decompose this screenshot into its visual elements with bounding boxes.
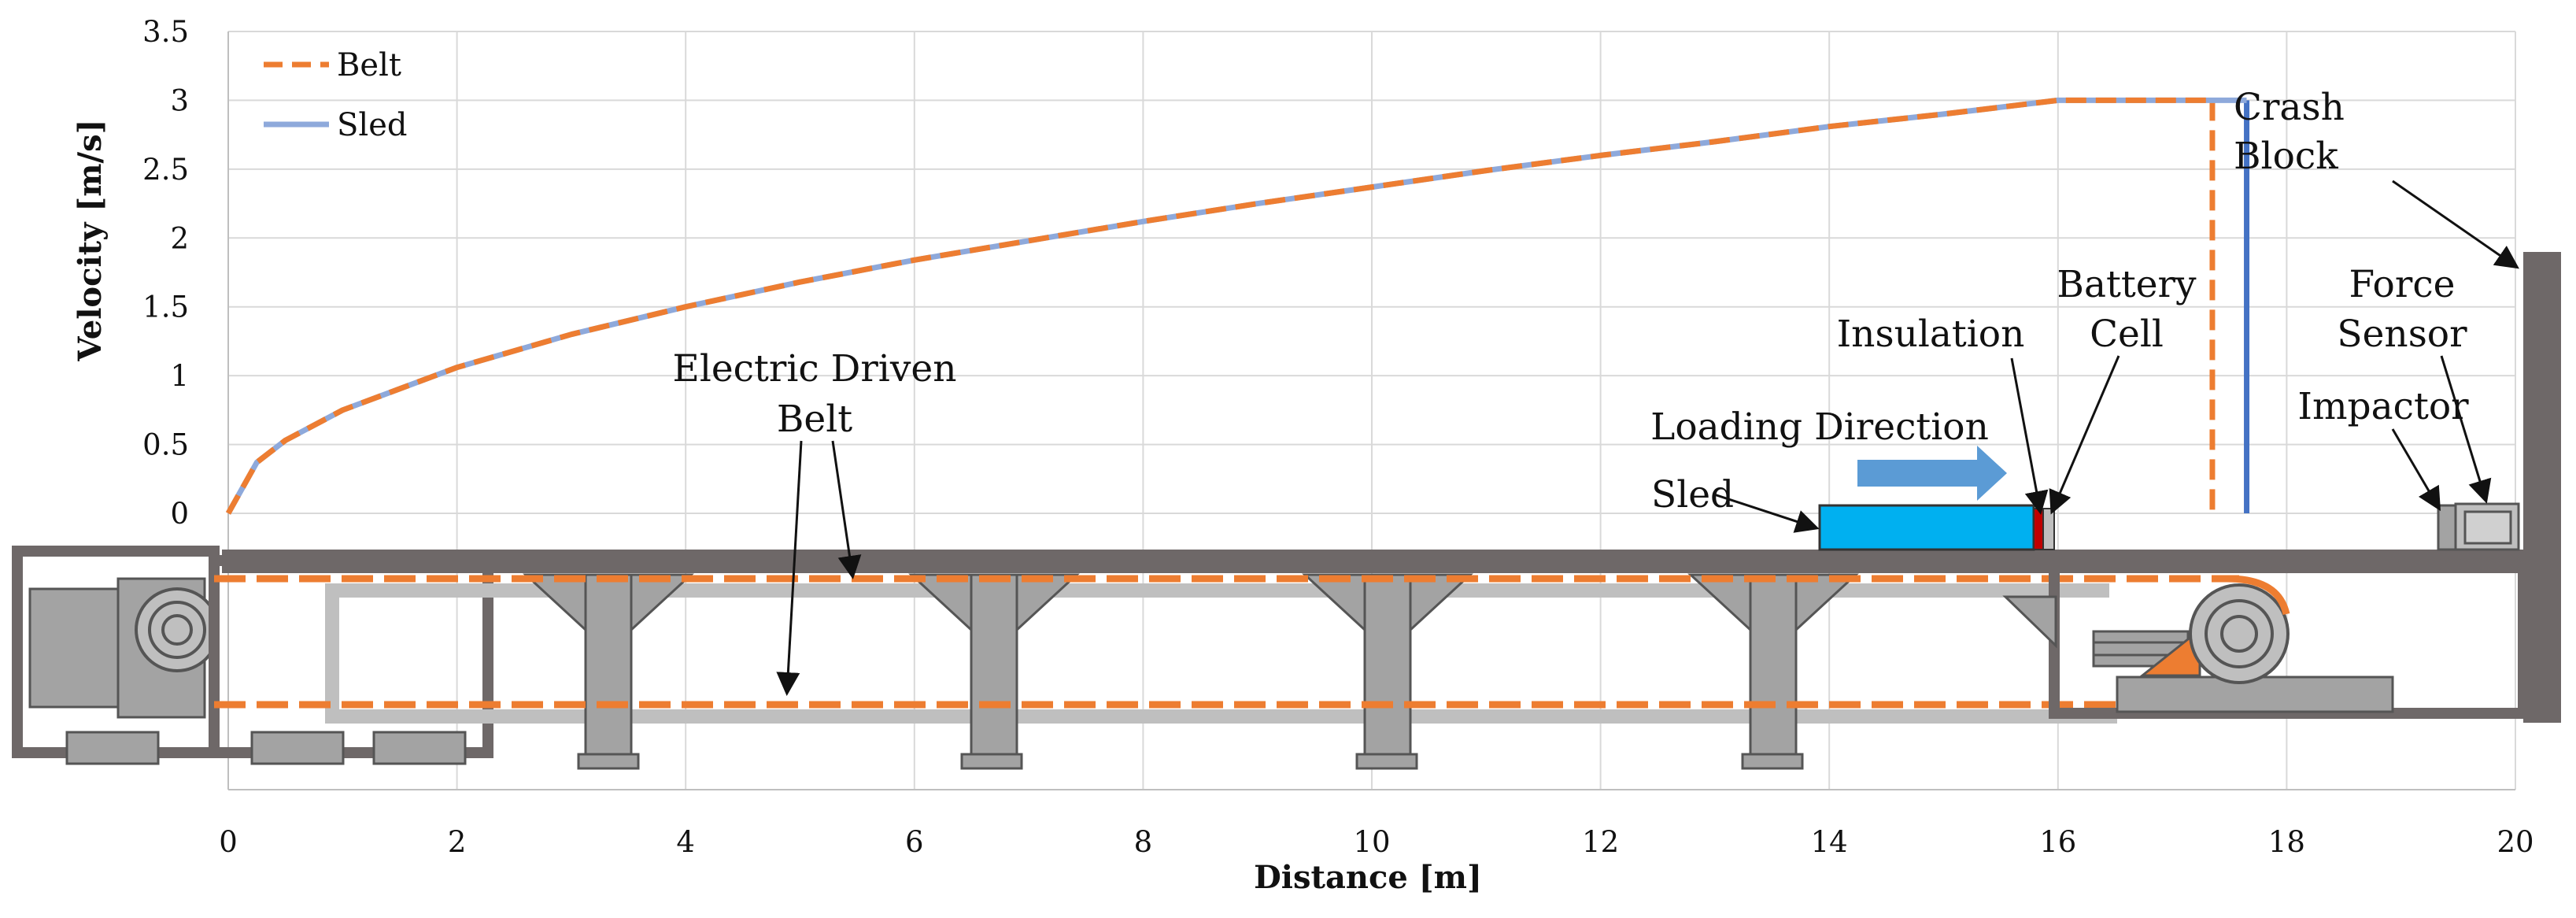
x-tick-label: 20 [2497, 825, 2533, 859]
left-foot-1 [65, 731, 160, 765]
x-tick-labels: 0 2 4 6 8 10 12 14 16 18 20 [219, 825, 2533, 859]
right-motor-base [2116, 676, 2394, 713]
support-leg [1302, 573, 1473, 770]
leader-force-sensor [2440, 355, 2492, 504]
y-tick-label: 2.5 [142, 153, 189, 187]
y-tick-labels: 3.5 3 2.5 2 1.5 1 0.5 0 [142, 15, 189, 531]
x-tick-label: 10 [1353, 825, 1390, 859]
electric-belt-label-line2: Belt [777, 398, 852, 441]
y-tick-label: 1 [170, 359, 189, 393]
legend-label-sled: Sled [337, 107, 407, 143]
right-motor-pulley-hub [2220, 615, 2258, 653]
loading-direction-arrow [1857, 446, 2007, 501]
leader-sled [1713, 493, 1820, 533]
electric-belt-label-line1: Electric Driven [673, 347, 957, 391]
y-tick-label: 2 [170, 221, 189, 255]
x-axis-title: Distance [m] [1254, 859, 1482, 896]
right-motor-pulley-inner [2205, 599, 2274, 668]
left-motor-pulley-inner [148, 601, 206, 659]
legend: Belt Sled [264, 47, 407, 143]
x-tick-label: 4 [676, 825, 695, 859]
battery-cell [2042, 508, 2055, 550]
right-drive-bracket [2002, 595, 2057, 649]
y-tick-label: 3.5 [142, 15, 189, 49]
series-line-belt [225, 97, 2212, 515]
annotations: Crash Block Battery Cell Insulation Forc… [673, 86, 2470, 516]
test-rig-illustration [12, 252, 2561, 770]
y-tick-label: 0 [170, 497, 189, 531]
leader-lines [776, 180, 2519, 696]
left-foot-3 [372, 731, 467, 765]
sled-label: Sled [1651, 473, 1734, 516]
leader-impactor [2391, 428, 2441, 512]
crash-block-label-line1: Crash [2234, 86, 2345, 129]
support-leg [908, 573, 1080, 770]
x-tick-label: 12 [1582, 825, 1619, 859]
insulation-label: Insulation [1837, 313, 2025, 356]
x-tick-label: 14 [1811, 825, 1848, 859]
y-tick-label: 1.5 [142, 291, 189, 324]
crash-block [2523, 252, 2561, 723]
belt-loop-gray [325, 583, 2117, 724]
belt-wrap-orange [2227, 575, 2290, 616]
series-layer [225, 97, 2247, 515]
impactor-label: Impactor [2297, 385, 2469, 428]
battery-cell-label-line1: Battery [2057, 263, 2197, 306]
y-tick-label: 3 [170, 83, 189, 117]
insulation-layer [2033, 508, 2044, 550]
y-axis-title: Velocity [m/s] [72, 119, 109, 361]
left-motor-body [28, 587, 120, 709]
crash-block-label-line2: Block [2234, 135, 2338, 178]
impactor [2437, 504, 2457, 551]
legend-label-belt: Belt [337, 47, 401, 83]
leader-insulation [2010, 357, 2049, 515]
force-sensor-label-line1: Force [2349, 263, 2456, 306]
loading-direction-label: Loading Direction [1650, 405, 1989, 449]
force-sensor-label-line2: Sensor [2337, 313, 2467, 356]
left-motor-pulley-hub [161, 614, 193, 646]
x-tick-label: 8 [1134, 825, 1153, 859]
leader-belt-upper [831, 440, 862, 579]
leader-belt-lower [776, 440, 803, 696]
sled-block [1818, 504, 2035, 551]
x-tick-label: 0 [219, 825, 238, 859]
support-leg [1687, 573, 1859, 770]
x-tick-label: 6 [905, 825, 924, 859]
y-tick-label: 0.5 [142, 428, 189, 462]
x-tick-label: 2 [448, 825, 467, 859]
support-leg [523, 573, 694, 770]
x-tick-label: 16 [2039, 825, 2076, 859]
x-tick-label: 18 [2268, 825, 2305, 859]
leader-crash-block [2392, 180, 2519, 269]
left-foot-2 [250, 731, 345, 765]
battery-cell-label-line2: Cell [2090, 313, 2164, 356]
force-sensor-window [2463, 510, 2512, 545]
leader-battery-cell [2049, 355, 2120, 515]
